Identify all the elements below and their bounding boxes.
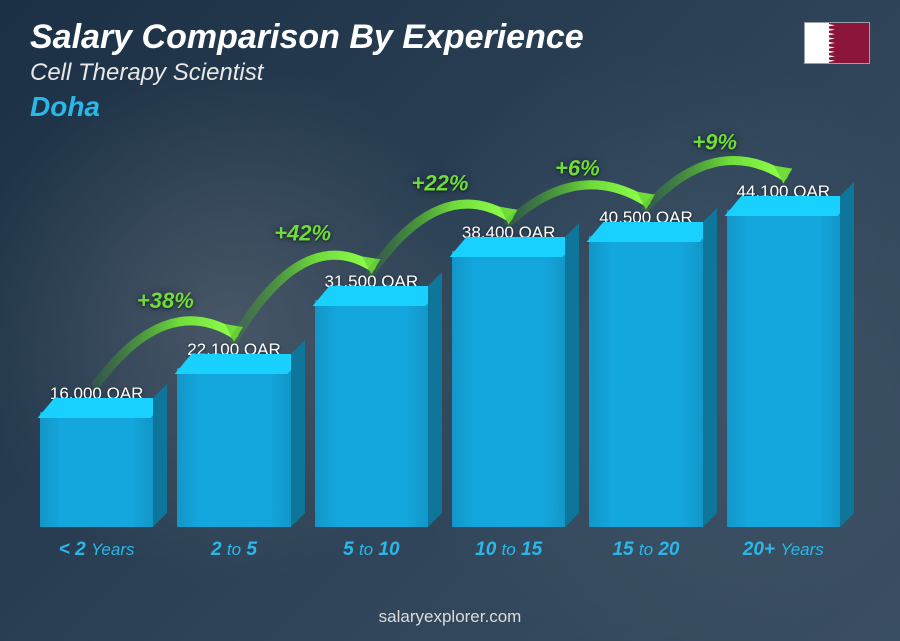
bar-group: 44,100 QAR xyxy=(727,140,840,527)
bar-top-face xyxy=(587,222,717,242)
bar-side-face xyxy=(565,223,579,527)
bar-front-face xyxy=(727,210,840,527)
bar-side-face xyxy=(703,208,717,527)
bar-group: 40,500 QAR xyxy=(589,140,702,527)
chart-subtitle: Cell Therapy Scientist xyxy=(30,59,870,87)
bar-front-face xyxy=(177,368,290,527)
chart-location: Doha xyxy=(30,91,870,123)
bar xyxy=(589,236,702,527)
bar-group: 16,000 QAR xyxy=(40,140,153,527)
bar-group: 22,100 QAR xyxy=(177,140,290,527)
x-axis-label: 2 to 5 xyxy=(177,539,290,561)
bar xyxy=(177,368,290,527)
bar-front-face xyxy=(315,300,428,527)
chart-title: Salary Comparison By Experience xyxy=(30,18,870,57)
bars-container: 16,000 QAR22,100 QAR31,500 QAR38,400 QAR… xyxy=(40,140,840,527)
bar-side-face xyxy=(153,384,167,527)
bar-side-face xyxy=(428,272,442,527)
bar-front-face xyxy=(40,412,153,527)
bar xyxy=(452,251,565,527)
flag-maroon-band xyxy=(829,23,869,63)
x-axis-label: < 2 Years xyxy=(40,539,153,561)
x-axis: < 2 Years 2 to 5 5 to 10 10 to 15 15 to 20 20… xyxy=(40,539,840,561)
bar-front-face xyxy=(589,236,702,527)
header: Salary Comparison By Experience Cell The… xyxy=(30,18,870,123)
bar-top-face xyxy=(175,354,305,374)
bar-top-face xyxy=(450,237,580,257)
x-axis-label: 5 to 10 xyxy=(315,539,428,561)
flag-white-band xyxy=(805,23,829,63)
bar-side-face xyxy=(291,340,305,527)
bar xyxy=(727,210,840,527)
x-axis-label: 15 to 20 xyxy=(589,539,702,561)
bar-group: 38,400 QAR xyxy=(452,140,565,527)
x-axis-label: 20+ Years xyxy=(727,539,840,561)
bar xyxy=(40,412,153,527)
content: Salary Comparison By Experience Cell The… xyxy=(0,0,900,641)
bar-top-face xyxy=(38,398,168,418)
bar xyxy=(315,300,428,527)
footer-credit: salaryexplorer.com xyxy=(0,607,900,627)
bar-group: 31,500 QAR xyxy=(315,140,428,527)
bar-top-face xyxy=(312,286,442,306)
qatar-flag-icon xyxy=(804,22,870,64)
x-axis-label: 10 to 15 xyxy=(452,539,565,561)
bar-side-face xyxy=(840,182,854,527)
bar-top-face xyxy=(724,196,854,216)
bar-front-face xyxy=(452,251,565,527)
bar-chart: 16,000 QAR22,100 QAR31,500 QAR38,400 QAR… xyxy=(40,140,840,561)
